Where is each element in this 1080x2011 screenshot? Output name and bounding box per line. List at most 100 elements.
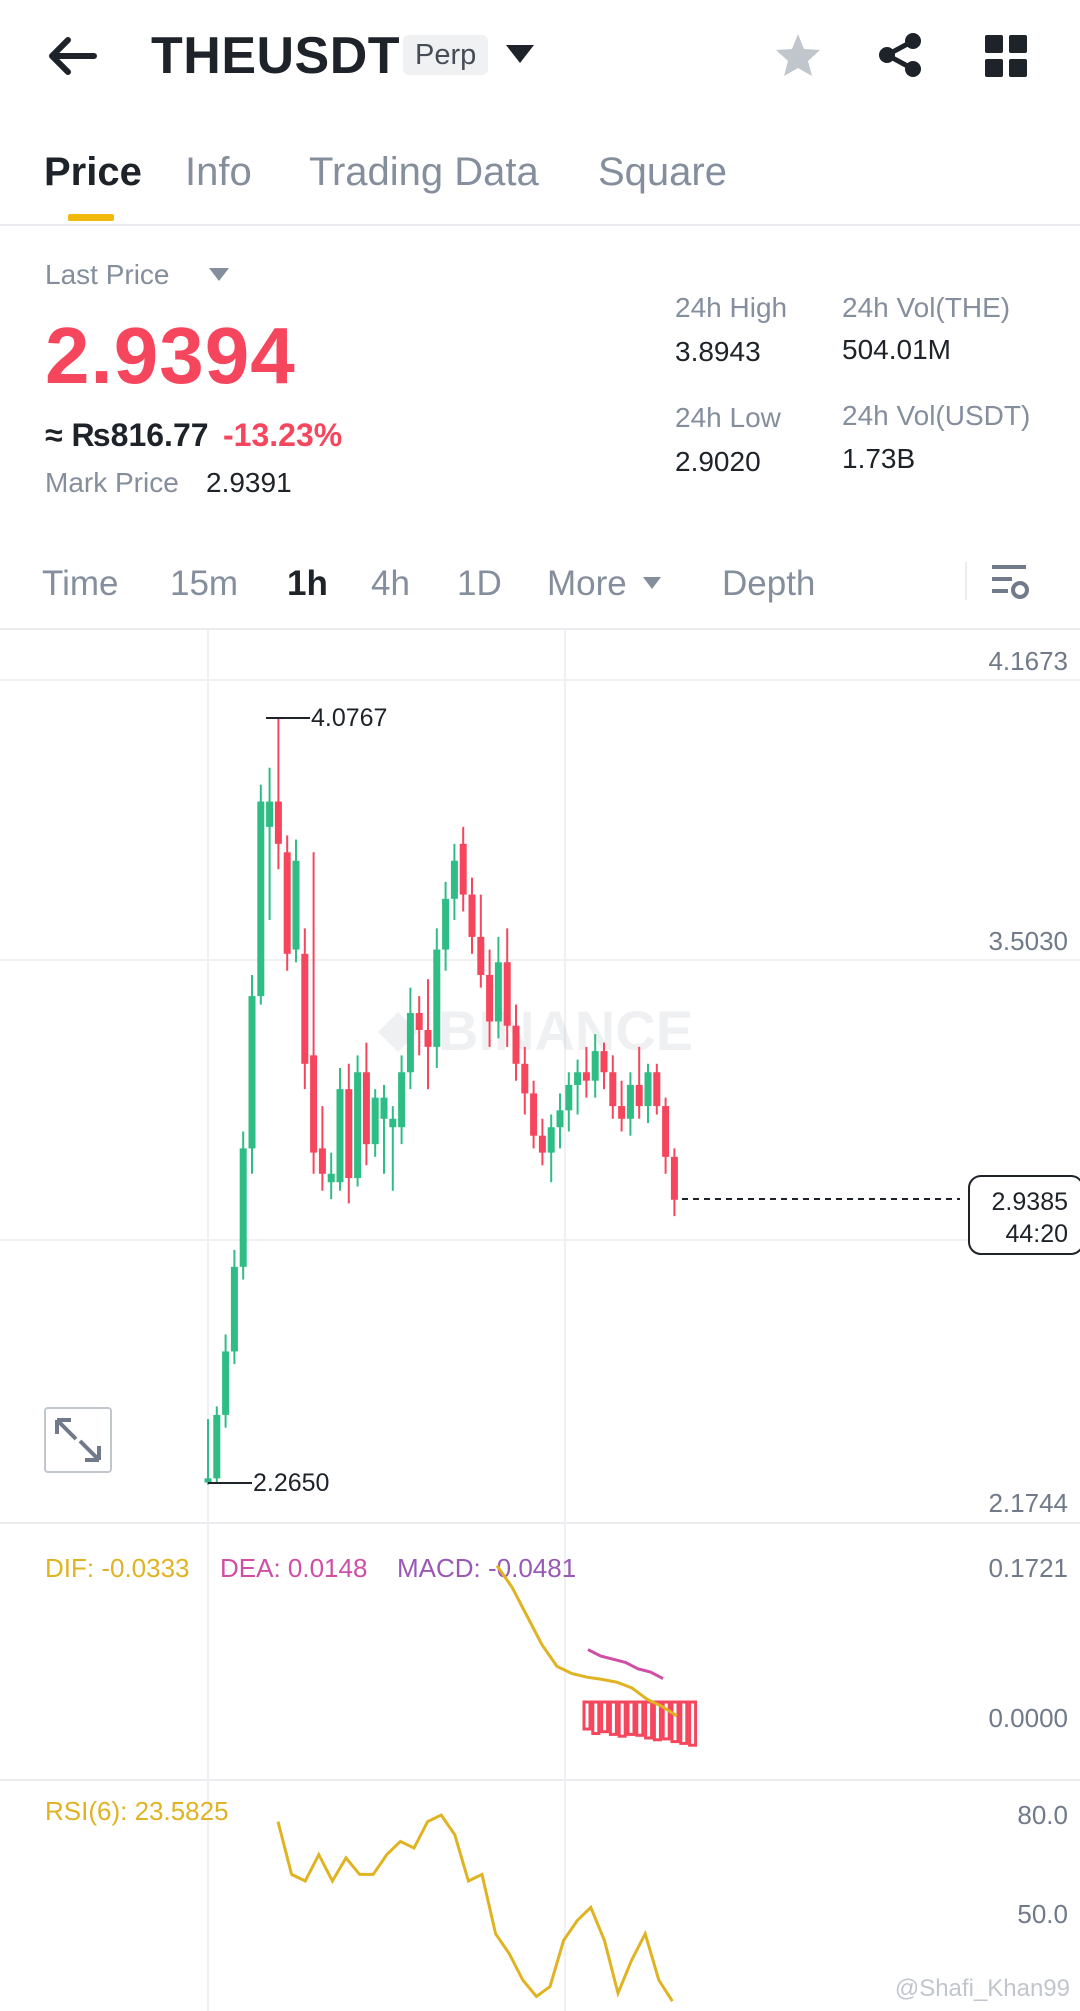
macd-bar (626, 1700, 636, 1736)
max-price-marker: 4.0767 (266, 704, 387, 732)
interval-15m[interactable]: 15m (170, 564, 239, 603)
candle-body (310, 1055, 318, 1153)
rsi-label: RSI(6): 23.5825 (45, 1796, 229, 1826)
max-price-label: 4.0767 (311, 704, 387, 732)
candle-body (547, 1127, 555, 1153)
candle-body (433, 949, 441, 1047)
interval-4h[interactable]: 4h (371, 564, 410, 603)
high-label: 24h High (675, 292, 788, 323)
price-chart[interactable]: BINANCE 4.0767 2.2650 2.9385 44:20 4.167… (0, 630, 1080, 2011)
candle-body (477, 936, 485, 975)
candle-body (327, 1173, 335, 1183)
grid-icon[interactable] (985, 35, 1027, 77)
candle-body (362, 1072, 370, 1145)
candle-body (336, 1089, 344, 1183)
candle-body (257, 801, 265, 997)
macd-dif-line (495, 1564, 678, 1718)
rsi-line (276, 1813, 674, 2002)
candle-body (406, 1013, 414, 1073)
macd-bar (679, 1700, 689, 1745)
interval-more[interactable]: More (547, 564, 627, 603)
candle-body (556, 1110, 564, 1128)
interval-bar-divider (0, 628, 1080, 630)
vol-base-value: 504.01M (842, 334, 951, 365)
candle-body (415, 1013, 423, 1030)
candle-body (213, 1414, 221, 1479)
candle-body (222, 1351, 230, 1415)
interval-1d[interactable]: 1D (457, 564, 502, 603)
candle-body (239, 1148, 247, 1267)
watermark-text: BINANCE (438, 999, 693, 1062)
candle-body (398, 1072, 406, 1128)
share-icon[interactable] (877, 32, 923, 78)
vol-base-label: 24h Vol(THE) (842, 292, 1011, 323)
candle-body (530, 1093, 538, 1136)
tab-price[interactable]: Price (44, 150, 142, 194)
candle-body (609, 1072, 617, 1107)
candle-body (459, 843, 467, 895)
macd-bar (670, 1700, 680, 1744)
candle-body (635, 1084, 643, 1107)
tab-info[interactable]: Info (185, 150, 252, 194)
star-icon[interactable] (774, 32, 822, 78)
symbol-title[interactable]: THEUSDT (151, 27, 401, 85)
candle-body (582, 1072, 590, 1081)
countdown-timer: 44:20 (1005, 1220, 1068, 1248)
candle-body (670, 1156, 678, 1200)
candle-body (468, 894, 476, 937)
mark-price-label: Mark Price (45, 467, 179, 498)
chart-settings-icon[interactable] (990, 563, 1030, 603)
macd-bar (688, 1700, 698, 1747)
macd-dif-label: DIF: -0.0333 (45, 1553, 190, 1583)
contract-type-badge: Perp (403, 35, 489, 75)
tabs-divider (0, 224, 1080, 226)
chart-grid (0, 630, 1080, 2011)
interval-divider (965, 562, 967, 600)
candle-body (565, 1084, 573, 1111)
macd-bar (608, 1700, 618, 1736)
candle-body (503, 962, 511, 1026)
high-value: 3.8943 (675, 336, 761, 367)
candle-body (521, 1063, 529, 1094)
fullscreen-button[interactable] (44, 1407, 112, 1473)
last-price-label[interactable]: Last Price (45, 259, 170, 290)
interval-1h[interactable]: 1h (287, 564, 328, 603)
macd-axis-top: 0.1721 (988, 1553, 1068, 1583)
credit-watermark: @Shafi_Khan99 (895, 1975, 1070, 2002)
tab-trading-data[interactable]: Trading Data (309, 150, 539, 194)
more-dropdown-icon[interactable] (643, 577, 661, 590)
chevron-down-icon[interactable] (506, 45, 534, 65)
candle-body (662, 1106, 670, 1157)
candle-body (274, 801, 282, 844)
vol-quote-label: 24h Vol(USDT) (842, 400, 1031, 431)
top-bar: THEUSDT Perp (0, 0, 1080, 112)
depth-tab[interactable]: Depth (722, 564, 816, 603)
mark-price-value: 2.9391 (206, 467, 292, 498)
candle-body (591, 1051, 599, 1081)
tab-square[interactable]: Square (598, 150, 727, 194)
back-arrow-icon[interactable] (48, 36, 98, 76)
candles-layer (204, 718, 678, 1485)
candle-body (494, 962, 502, 1022)
macd-bar (582, 1700, 592, 1731)
expand-icon (55, 1418, 101, 1462)
active-tab-indicator (68, 214, 114, 221)
axis-label-mid: 3.5030 (988, 926, 1068, 956)
candle-body (538, 1135, 546, 1153)
rsi-axis-50: 50.0 (1017, 1899, 1068, 1929)
min-price-label: 2.2650 (253, 1469, 329, 1497)
candle-body (618, 1106, 626, 1119)
macd-bar (617, 1700, 627, 1738)
price-type-dropdown-icon[interactable] (209, 268, 229, 282)
macd-bar (600, 1700, 610, 1734)
rsi-layer (276, 1813, 674, 2002)
interval-time[interactable]: Time (42, 564, 119, 603)
candle-body (626, 1084, 634, 1119)
last-price-value: 2.9394 (45, 311, 296, 400)
candle-body (574, 1072, 582, 1085)
macd-layer (495, 1564, 698, 1747)
candle-body (371, 1097, 379, 1145)
candle-body (248, 996, 256, 1149)
current-price-tag[interactable]: 2.9385 44:20 (968, 1175, 1080, 1255)
macd-axis-zero: 0.0000 (988, 1703, 1068, 1733)
